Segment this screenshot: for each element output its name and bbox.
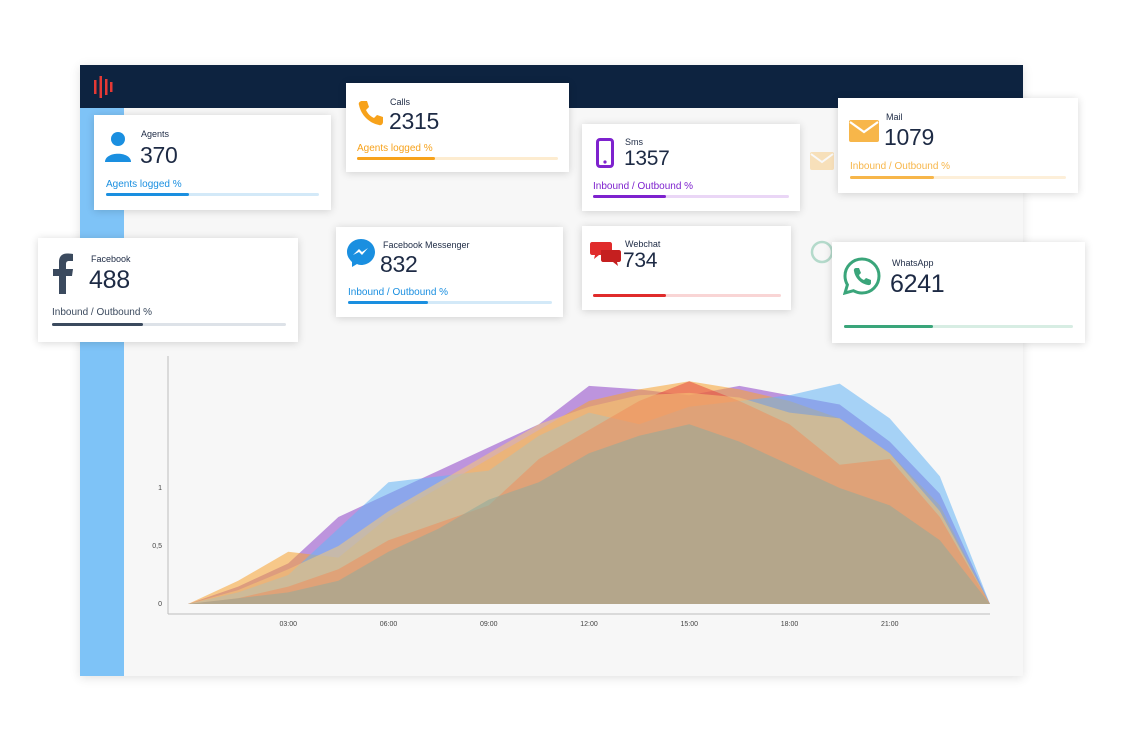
whatsapp-icon [843,257,881,295]
agents-label: Agents [141,129,170,139]
y-tick-label: 1 [158,485,162,492]
calls-sub: Agents logged % [357,143,433,154]
sms-progress-track [593,195,789,198]
facebook-value: 488 [89,266,130,294]
facebook-progress-track [52,323,286,326]
area-series-6 [188,424,990,604]
messenger-card[interactable]: Facebook Messenger 832 Inbound / Outboun… [336,227,563,317]
messenger-progress [348,301,428,304]
y-tick-labels: 00,51 [152,485,162,608]
sms-sub: Inbound / Outbound % [593,181,694,192]
webchat-card[interactable]: Webchat 734 [582,226,791,310]
calls-progress [357,157,436,160]
calls-value: 2315 [389,108,439,134]
whatsapp-progress [844,325,934,328]
whatsapp-progress-track [844,325,1073,328]
x-tick-label: 06:00 [380,621,398,628]
mail-progress [850,176,935,179]
calls-label: Calls [390,97,411,107]
webchat-progress [593,294,667,297]
x-tick-label: 03:00 [279,621,297,628]
messenger-progress-track [348,301,552,304]
sms-progress [593,195,666,198]
messenger-icon [347,239,375,267]
mail-progress-track [850,176,1066,179]
webchat-label: Webchat [625,239,661,249]
sms-value: 1357 [624,147,670,170]
agents-card[interactable]: Agents 370 Agents logged % [94,115,331,210]
chat-bubbles-icon [590,242,621,266]
logo-icon [94,76,113,98]
messenger-sub: Inbound / Outbound % [348,287,449,298]
facebook-icon [53,253,73,294]
x-tick-label: 21:00 [881,621,899,628]
messenger-value: 832 [380,251,418,277]
agents-sub: Agents logged % [106,179,182,190]
x-tick-label: 12:00 [580,621,598,628]
y-tick-label: 0,5 [152,543,162,550]
calls-progress-track [357,157,558,160]
mail-sub: Inbound / Outbound % [850,161,951,172]
calls-card[interactable]: Calls 2315 Agents logged % [346,83,569,172]
sms-card[interactable]: Sms 1357 Inbound / Outbound % [582,124,800,211]
facebook-sub: Inbound / Outbound % [52,307,153,318]
whatsapp-card[interactable]: WhatsApp 6241 [832,242,1085,343]
sms-label: Sms [625,137,643,147]
mail-value: 1079 [884,124,934,150]
whatsapp-value: 6241 [890,270,945,298]
facebook-card[interactable]: Facebook 488 Inbound / Outbound % [38,238,298,342]
agents-progress [106,193,190,196]
mail-label: Mail [886,112,903,122]
webchat-progress-track [593,294,781,297]
x-tick-label: 09:00 [480,621,498,628]
webchat-value: 734 [623,249,658,272]
x-tick-labels: 03:00 06:00 09:00 12:00 15:00 18:00 21:00 [279,621,898,628]
mobile-icon [596,138,614,168]
x-tick-label: 15:00 [680,621,698,628]
agents-value: 370 [140,142,178,168]
messenger-label: Facebook Messenger [383,240,470,250]
envelope-icon [849,120,879,142]
chart-series-group [188,381,990,604]
mail-card[interactable]: Mail 1079 Inbound / Outbound % [838,98,1078,193]
phone-icon [358,101,383,126]
user-icon [105,132,131,162]
x-tick-label: 18:00 [781,621,799,628]
envelope-icon [810,152,834,170]
facebook-progress [52,323,144,326]
y-tick-label: 0 [158,601,162,608]
facebook-label: Facebook [91,254,131,264]
whatsapp-label: WhatsApp [892,258,934,268]
ghost-mail-card [808,150,998,200]
agents-progress-track [106,193,319,196]
